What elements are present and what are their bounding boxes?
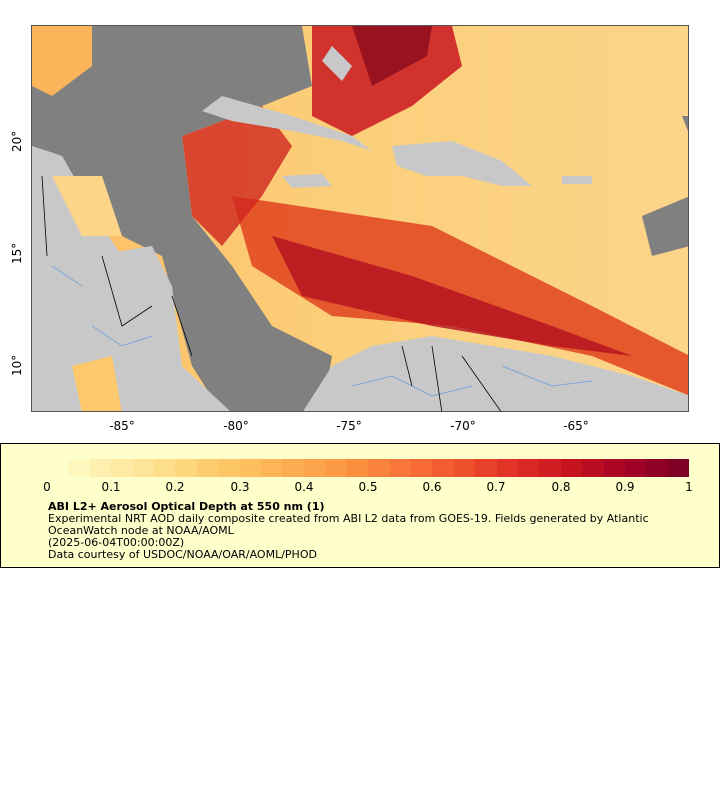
colorbar-segment — [560, 459, 583, 477]
no-data-topleft-ocean — [32, 26, 92, 96]
colorbar-tick-label: 0.3 — [230, 480, 250, 494]
aod-pacific-patch — [72, 356, 122, 411]
colorbar-segment — [389, 459, 411, 477]
colorbar-tick-label: 1 — [685, 480, 693, 494]
lon-tick-label: -80° — [223, 419, 249, 433]
colorbar-segment — [453, 459, 476, 477]
colorbar-segment — [175, 459, 197, 477]
colorbar-segment — [196, 459, 219, 477]
colorbar-segment — [47, 459, 69, 477]
colorbar-segment — [239, 459, 262, 477]
lon-tick-label: -85° — [109, 419, 135, 433]
map-panel — [31, 25, 689, 412]
colorbar-segment — [368, 459, 390, 477]
colorbar — [47, 459, 690, 477]
lon-tick-label: -65° — [563, 419, 589, 433]
lon-tick-label: -75° — [336, 419, 362, 433]
colorbar-tick-label: 0.7 — [486, 480, 506, 494]
colorbar-segment — [496, 459, 518, 477]
colorbar-segment — [261, 459, 283, 477]
legend-panel: 0 0.1 0.2 0.3 0.4 0.5 0.6 0.7 0.8 0.9 1 … — [0, 443, 720, 568]
colorbar-segment — [475, 459, 497, 477]
legend-description: Experimental NRT AOD daily composite cre… — [48, 512, 649, 537]
colorbar-tick-label: 0.8 — [551, 480, 571, 494]
colorbar-tick-label: 0.4 — [294, 480, 314, 494]
colorbar-segment — [346, 459, 369, 477]
no-data-ne-patch — [682, 116, 688, 131]
no-data-east-patch — [642, 196, 688, 256]
aod-yucatan-patch — [52, 176, 122, 236]
colorbar-segment — [303, 459, 326, 477]
legend-date: (2025-06-04T00:00:00Z) — [48, 536, 185, 549]
lat-tick-label: 10° — [10, 354, 24, 376]
colorbar-tick-label: 0.6 — [422, 480, 442, 494]
colorbar-tick-label: 0 — [43, 480, 51, 494]
colorbar-segment — [282, 459, 304, 477]
colorbar-segment — [132, 459, 155, 477]
colorbar-segment — [667, 459, 690, 477]
lon-tick-label: -70° — [450, 419, 476, 433]
colorbar-segment — [89, 459, 112, 477]
colorbar-segment — [646, 459, 668, 477]
legend-credit: Data courtesy of USDOC/NOAA/OAR/AOML/PHO… — [48, 548, 317, 561]
aod-plume-central-core — [272, 236, 632, 356]
legend-title: ABI L2+ Aerosol Optical Depth at 550 nm … — [48, 500, 325, 513]
colorbar-tick-label: 0.2 — [165, 480, 185, 494]
land-cuba — [202, 96, 372, 151]
borders — [41, 175, 502, 411]
colorbar-segment — [410, 459, 433, 477]
colorbar-tick-label: 0.9 — [615, 480, 635, 494]
colorbar-segment — [603, 459, 625, 477]
colorbar-segment — [68, 459, 90, 477]
aod-map — [32, 26, 688, 411]
lat-tick-label: 20° — [10, 130, 24, 152]
colorbar-segment — [154, 459, 176, 477]
colorbar-segment — [218, 459, 240, 477]
land-hispaniola — [392, 141, 532, 186]
aod-plume-north-core — [352, 26, 432, 86]
colorbar-tick-label: 0.5 — [358, 480, 378, 494]
colorbar-segment — [432, 459, 454, 477]
aod-plume-west — [182, 106, 292, 246]
colorbar-segment — [517, 459, 540, 477]
colorbar-segment — [624, 459, 647, 477]
lat-tick-label: 15° — [10, 242, 24, 264]
colorbar-segment — [111, 459, 133, 477]
land-bahamas — [322, 46, 352, 81]
colorbar-segment — [582, 459, 604, 477]
legend-text: ABI L2+ Aerosol Optical Depth at 550 nm … — [48, 501, 688, 561]
colorbar-segment — [539, 459, 561, 477]
land-jamaica — [282, 174, 332, 188]
no-data-gulf — [32, 26, 332, 411]
colorbar-segment — [325, 459, 347, 477]
colorbar-tick-label: 0.1 — [101, 480, 121, 494]
land-puerto-rico — [562, 176, 592, 184]
land-south-america — [303, 336, 688, 411]
